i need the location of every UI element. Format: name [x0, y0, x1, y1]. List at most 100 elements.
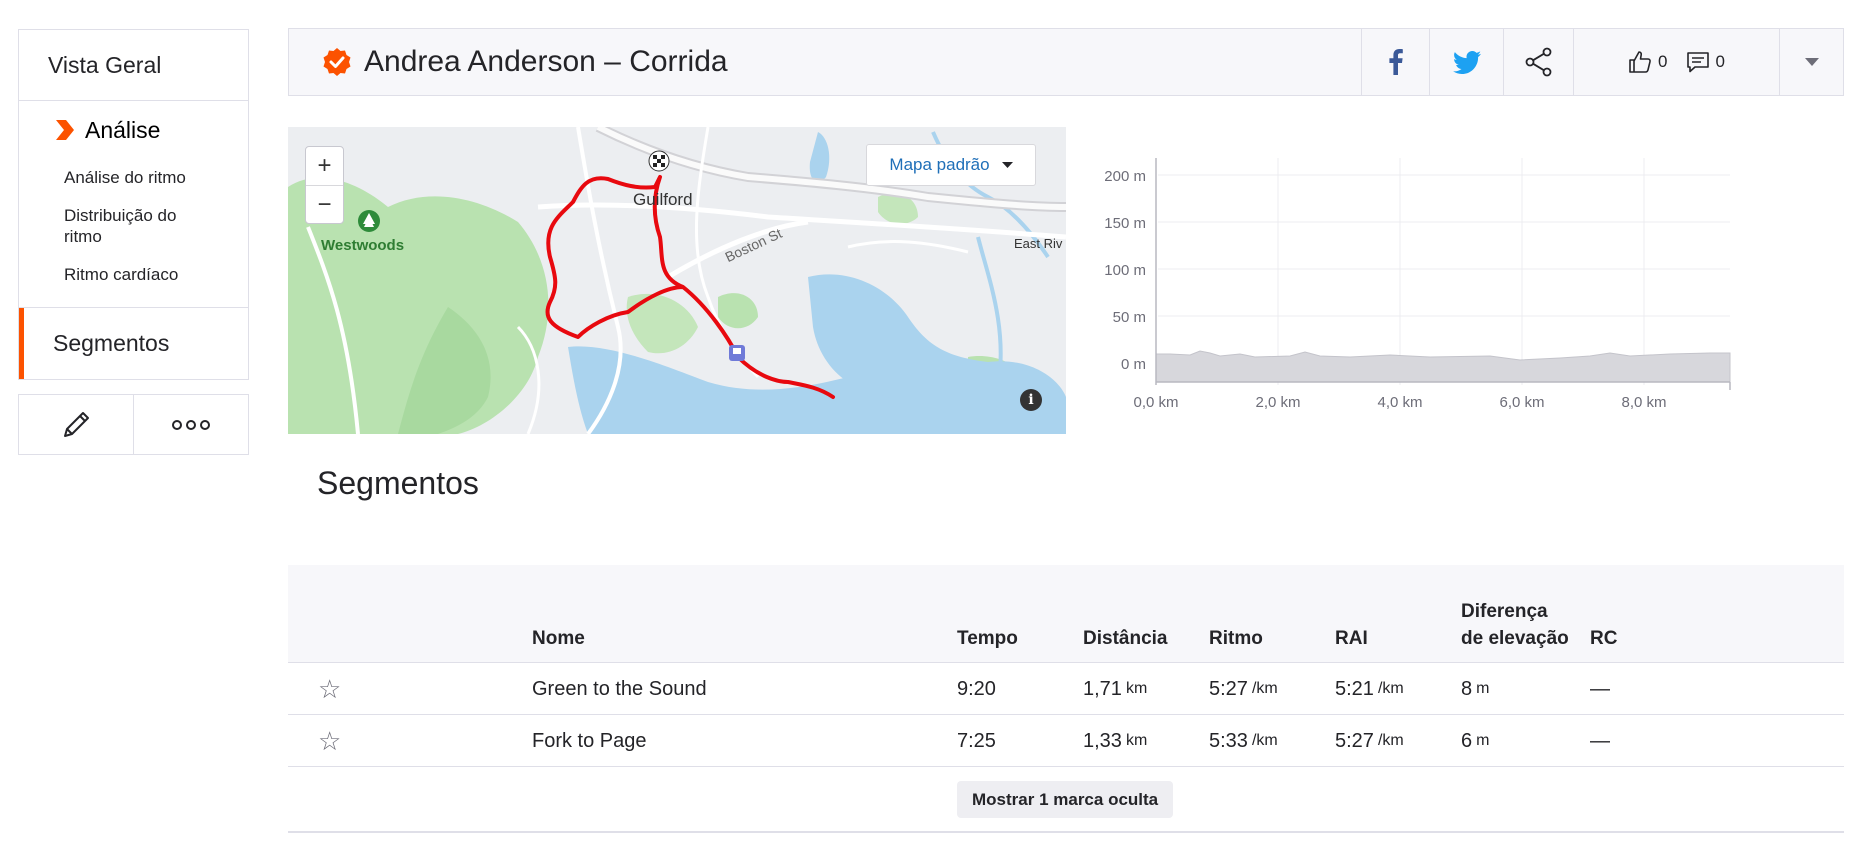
table-row[interactable]: ☆ Green to the Sound 9:20 1,71 km 5:27/km… [288, 663, 1844, 715]
gap-value: 5:27 [1335, 729, 1374, 752]
x-tick-label: 0,0 km [1133, 394, 1178, 411]
segment-name-link[interactable]: Fork to Page [532, 729, 647, 752]
sidebar-item-pace-distribution[interactable]: Distribuição do ritmo [64, 206, 177, 246]
route-map[interactable]: Westwoods Guilford Boston St East Riv + … [288, 127, 1066, 434]
column-header-name: Nome [532, 628, 585, 649]
segment-heart-rate: — [1590, 677, 1610, 700]
kudos-count: 0 [1658, 52, 1668, 71]
x-tick-label: 8,0 km [1621, 394, 1666, 411]
x-tick-label: 4,0 km [1377, 394, 1422, 411]
title-area: Andrea Anderson – Corrida [289, 45, 1361, 79]
chevron-right-icon [56, 120, 74, 140]
header-more-button[interactable] [1779, 29, 1843, 95]
elevation-value: 8 [1461, 677, 1473, 700]
segment-pace: 5:27/km [1209, 663, 1278, 715]
elevation-value: 6 [1461, 729, 1473, 752]
segment-name-link[interactable]: Green to the Sound [532, 677, 707, 700]
elevation-area [1155, 350, 1731, 383]
elevation-unit: m [1476, 680, 1490, 697]
verified-badge-icon [323, 48, 351, 76]
caret-down-icon [1001, 162, 1013, 168]
pace-value: 5:27 [1209, 677, 1248, 700]
map-label-guilford: Guilford [633, 190, 693, 209]
comments-count: 0 [1715, 52, 1725, 71]
distance-value: 1,33 [1083, 729, 1122, 752]
comment-icon [1686, 52, 1709, 73]
segments-table: Nome Tempo Distância Ritmo RAI Diferença… [288, 565, 1844, 833]
y-tick-label: 150 m [1104, 215, 1146, 232]
column-header-heart-rate: RC [1590, 628, 1618, 649]
column-header-distance: Distância [1083, 628, 1168, 649]
x-grid [1277, 158, 1645, 385]
distance-unit: km [1125, 732, 1148, 749]
table-row[interactable]: ☆ Fork to Page 7:25 1,33 km 5:33/km 5:27/… [288, 715, 1844, 767]
sidebar-item-segments[interactable]: Segmentos [19, 308, 248, 379]
facebook-icon [1388, 49, 1403, 75]
gap-unit: /km [1377, 680, 1404, 697]
segment-heart-rate: — [1590, 729, 1610, 752]
facebook-share-button[interactable] [1361, 29, 1429, 95]
zoom-in-button[interactable]: + [317, 152, 332, 179]
show-hidden-efforts-button[interactable]: Mostrar 1 marca oculta [957, 781, 1174, 818]
sidebar-item-overview[interactable]: Vista Geral [19, 30, 248, 101]
column-header-time: Tempo [957, 628, 1018, 649]
share-button[interactable] [1503, 29, 1573, 95]
twitter-share-button[interactable] [1429, 29, 1503, 95]
column-header-elevation-diff: Diferença de elevação [1461, 601, 1569, 649]
more-dots-icon [172, 419, 210, 430]
zoom-controls: + − [305, 146, 344, 224]
table-footer: Mostrar 1 marca oculta [288, 767, 1844, 833]
segment-gap: 5:21/km [1335, 663, 1404, 715]
elevation-chart: 200 m 150 m 100 m 50 m 0 m 0,0 km 2,0 km… [1104, 158, 1731, 411]
activity-header: Andrea Anderson – Corrida 0 [288, 28, 1844, 96]
sidebar-item-analysis[interactable]: Análise [19, 113, 248, 147]
edit-button[interactable] [19, 395, 133, 454]
sidebar-menu: Vista Geral Análise Análise do ritmo Dis… [18, 29, 249, 380]
segment-distance: 1,33 km [1083, 715, 1147, 767]
map-type-label: Mapa padrão [889, 155, 990, 174]
sidebar-item-pace-analysis[interactable]: Análise do ritmo [64, 168, 186, 187]
y-tick-label: 200 m [1104, 168, 1146, 185]
sidebar-item-label: Análise [85, 116, 161, 143]
gap-value: 5:21 [1335, 677, 1374, 700]
sidebar-item-heart-rate[interactable]: Ritmo cardíaco [64, 265, 179, 284]
y-tick-label: 100 m [1104, 262, 1146, 279]
pencil-icon [64, 411, 89, 437]
comments-button[interactable]: 0 [1686, 51, 1725, 73]
elevation-unit: m [1476, 732, 1490, 749]
y-tick-label: 0 m [1121, 356, 1146, 373]
page-title: Andrea Anderson – Corrida [364, 45, 728, 78]
segment-distance: 1,71 km [1083, 663, 1147, 715]
column-header-pace: Ritmo [1209, 628, 1263, 649]
sidebar: Vista Geral Análise Análise do ritmo Dis… [18, 29, 249, 455]
sidebar-section-analysis: Análise Análise do ritmo Distribuição do… [19, 101, 248, 308]
y-tick-label: 50 m [1113, 309, 1146, 326]
segments-heading: Segmentos [317, 465, 479, 501]
star-icon[interactable]: ☆ [318, 673, 342, 704]
more-options-button[interactable] [133, 395, 248, 454]
zoom-out-button[interactable]: − [306, 185, 343, 223]
map-info-button[interactable]: i [1020, 389, 1042, 411]
gap-unit: /km [1377, 732, 1404, 749]
map-label-east-river: East Riv [1014, 236, 1063, 251]
table-header: Nome Tempo Distância Ritmo RAI Diferença… [288, 565, 1844, 663]
star-icon[interactable]: ☆ [318, 725, 342, 756]
kudos-button[interactable]: 0 [1628, 50, 1668, 74]
x-tick-label: 6,0 km [1499, 394, 1544, 411]
sidebar-item-label: Segmentos [53, 330, 170, 356]
caret-down-icon [1804, 58, 1819, 66]
share-icon [1525, 47, 1551, 77]
column-header-gap: RAI [1335, 628, 1368, 649]
sidebar-item-label: Vista Geral [48, 51, 162, 78]
social-stats: 0 0 [1573, 29, 1779, 95]
pace-unit: /km [1251, 732, 1278, 749]
distance-unit: km [1125, 680, 1148, 697]
map-type-select[interactable]: Mapa padrão [866, 144, 1036, 186]
map-label-westwoods: Westwoods [321, 237, 405, 254]
sidebar-actions [18, 394, 249, 455]
x-tick-label: 2,0 km [1255, 394, 1300, 411]
pace-value: 5:33 [1209, 729, 1248, 752]
segment-gap: 5:27/km [1335, 715, 1404, 767]
